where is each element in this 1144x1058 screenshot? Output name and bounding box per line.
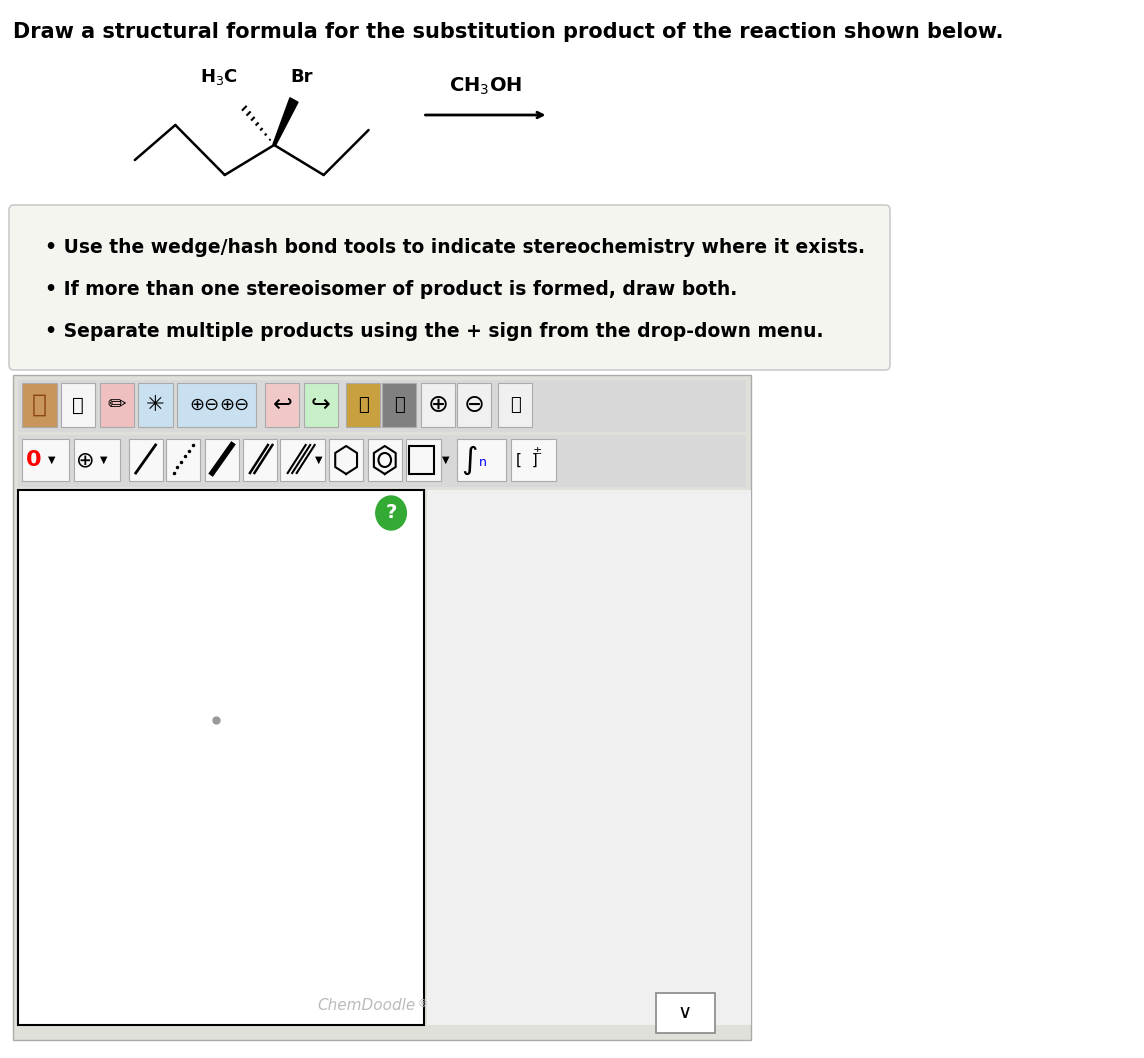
Bar bbox=[406, 439, 440, 481]
Bar bbox=[410, 446, 435, 474]
Bar bbox=[265, 383, 300, 427]
Text: ±: ± bbox=[533, 446, 542, 456]
Text: ?: ? bbox=[386, 504, 397, 523]
Bar bbox=[18, 380, 746, 432]
Bar bbox=[18, 490, 424, 1025]
Text: ✳: ✳ bbox=[146, 395, 165, 415]
Bar bbox=[367, 439, 402, 481]
Text: ®: ® bbox=[418, 999, 427, 1009]
Bar bbox=[243, 439, 277, 481]
Text: ⊕⊖: ⊕⊖ bbox=[220, 396, 249, 414]
Bar bbox=[657, 993, 715, 1033]
Bar bbox=[14, 375, 750, 1040]
Bar bbox=[304, 383, 337, 427]
Bar bbox=[18, 435, 746, 487]
Bar bbox=[177, 383, 256, 427]
Bar bbox=[421, 383, 455, 427]
Text: ✋: ✋ bbox=[32, 393, 47, 417]
Bar bbox=[427, 490, 750, 1025]
Text: ∨: ∨ bbox=[678, 1003, 692, 1022]
Bar bbox=[23, 383, 57, 427]
Text: ↩: ↩ bbox=[272, 393, 292, 417]
Bar bbox=[61, 383, 95, 427]
Text: [  ]: [ ] bbox=[516, 453, 538, 468]
Bar bbox=[456, 439, 506, 481]
Text: H$_3$C: H$_3$C bbox=[199, 67, 237, 87]
Polygon shape bbox=[273, 97, 299, 146]
Text: $\int$: $\int$ bbox=[461, 443, 477, 477]
Text: • Use the wedge/hash bond tools to indicate stereochemistry where it exists.: • Use the wedge/hash bond tools to indic… bbox=[45, 238, 865, 257]
Text: ▼: ▼ bbox=[48, 455, 55, 466]
Text: ▼: ▼ bbox=[100, 455, 108, 466]
Text: 0: 0 bbox=[25, 450, 41, 470]
Bar bbox=[166, 439, 200, 481]
Bar bbox=[280, 439, 325, 481]
Text: ▼: ▼ bbox=[443, 455, 450, 466]
Bar bbox=[329, 439, 363, 481]
Bar bbox=[23, 439, 70, 481]
Bar bbox=[498, 383, 532, 427]
Text: ⊕⊖: ⊕⊖ bbox=[190, 396, 220, 414]
Text: ⊕: ⊕ bbox=[77, 450, 95, 470]
Text: ↪: ↪ bbox=[311, 393, 331, 417]
Bar bbox=[456, 383, 491, 427]
Bar bbox=[205, 439, 239, 481]
Text: 🎨: 🎨 bbox=[510, 396, 521, 414]
Text: ⊖: ⊖ bbox=[463, 393, 484, 417]
Text: • Separate multiple products using the + sign from the drop-down menu.: • Separate multiple products using the +… bbox=[45, 322, 824, 341]
Text: ▼: ▼ bbox=[315, 455, 321, 466]
Text: Draw a structural formula for the substitution product of the reaction shown bel: Draw a structural formula for the substi… bbox=[14, 22, 1004, 42]
Bar bbox=[73, 439, 120, 481]
Text: n: n bbox=[479, 456, 486, 470]
Text: Br: Br bbox=[289, 68, 312, 86]
Bar bbox=[347, 383, 380, 427]
Text: ⊕: ⊕ bbox=[428, 393, 448, 417]
Text: ChemDoodle: ChemDoodle bbox=[317, 998, 415, 1013]
Bar bbox=[138, 383, 173, 427]
Text: 📋: 📋 bbox=[394, 396, 405, 414]
Text: ✏: ✏ bbox=[108, 395, 126, 415]
Bar bbox=[382, 383, 416, 427]
Circle shape bbox=[375, 496, 406, 530]
Text: 🏠: 🏠 bbox=[358, 396, 368, 414]
Bar bbox=[128, 439, 162, 481]
Text: CH$_3$OH: CH$_3$OH bbox=[448, 76, 522, 97]
Bar bbox=[510, 439, 556, 481]
Bar bbox=[100, 383, 134, 427]
FancyBboxPatch shape bbox=[9, 205, 890, 370]
Text: • If more than one stereoisomer of product is formed, draw both.: • If more than one stereoisomer of produ… bbox=[45, 280, 737, 299]
Text: 🧪: 🧪 bbox=[72, 396, 85, 415]
